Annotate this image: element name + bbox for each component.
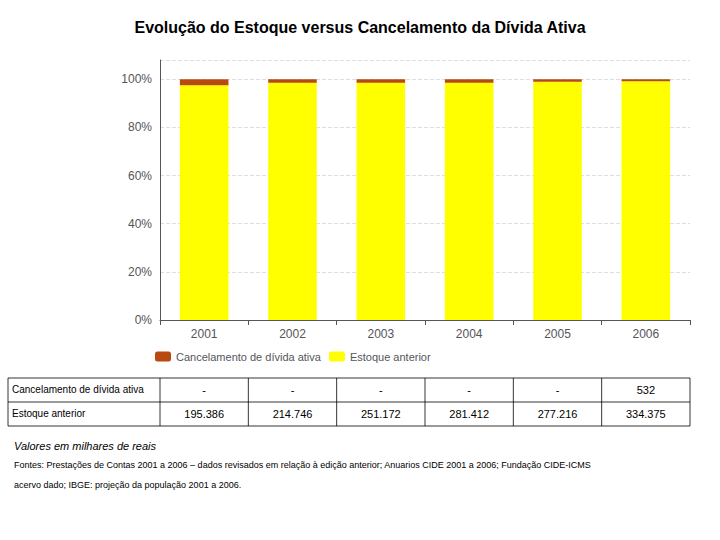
svg-text:-: -	[379, 384, 383, 396]
svg-text:195.386: 195.386	[184, 408, 224, 420]
svg-text:Estoque anterior: Estoque anterior	[12, 408, 86, 419]
svg-text:214.746: 214.746	[273, 408, 313, 420]
svg-text:2002: 2002	[279, 327, 306, 341]
svg-text:2006: 2006	[632, 327, 659, 341]
svg-text:100%: 100%	[121, 72, 152, 86]
svg-text:2004: 2004	[456, 327, 483, 341]
svg-text:acervo dado; IBGE: projeção da: acervo dado; IBGE: projeção da população…	[14, 480, 241, 490]
svg-text:-: -	[202, 384, 206, 396]
svg-text:281.412: 281.412	[449, 408, 489, 420]
svg-text:251.172: 251.172	[361, 408, 401, 420]
svg-text:Cancelamento de dívida ativa: Cancelamento de dívida ativa	[12, 384, 144, 395]
svg-text:-: -	[556, 384, 560, 396]
svg-text:277.216: 277.216	[538, 408, 578, 420]
svg-text:40%: 40%	[128, 217, 152, 231]
svg-text:20%: 20%	[128, 265, 152, 279]
svg-text:-: -	[291, 384, 295, 396]
svg-text:2005: 2005	[544, 327, 571, 341]
svg-text:80%: 80%	[128, 120, 152, 134]
svg-text:60%: 60%	[128, 169, 152, 183]
svg-text:334.375: 334.375	[626, 408, 666, 420]
svg-text:Valores em milhares de reais: Valores em milhares de reais	[14, 440, 157, 452]
svg-text:-: -	[467, 384, 471, 396]
svg-text:Evolução do Estoque versus Can: Evolução do Estoque versus Cancelamento …	[134, 19, 585, 36]
svg-text:532: 532	[637, 384, 655, 396]
svg-text:2003: 2003	[367, 327, 394, 341]
svg-text:Estoque anterior: Estoque anterior	[350, 351, 431, 363]
svg-text:Fontes: Prestações de Contas 2: Fontes: Prestações de Contas 2001 a 2006…	[14, 460, 591, 470]
svg-text:0%: 0%	[135, 313, 153, 327]
svg-text:Cancelamento de dívida ativa: Cancelamento de dívida ativa	[176, 351, 322, 363]
svg-text:2001: 2001	[191, 327, 218, 341]
